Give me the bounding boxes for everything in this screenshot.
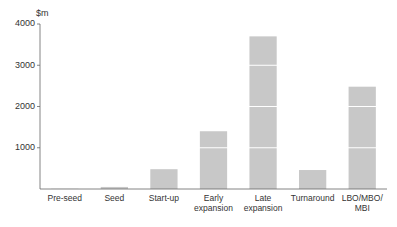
x-tick-label: Lateexpansion xyxy=(244,193,283,213)
x-axis-line xyxy=(40,189,387,190)
bar xyxy=(349,87,376,189)
x-tick-label: LBO/MBO/MBI xyxy=(342,193,384,213)
grid-line xyxy=(40,147,387,148)
bar xyxy=(150,169,177,189)
plot-area xyxy=(40,24,387,189)
chart-container: 1000 2000 3000 4000$m Pre-seed Seed Start-up Ea… xyxy=(0,0,397,227)
x-tick-label: Earlyexpansion xyxy=(194,193,233,213)
x-tick-label: Start-up xyxy=(149,193,180,203)
x-tick-label: Turnaround xyxy=(291,193,335,203)
x-tick-label: Pre-seed xyxy=(48,193,83,203)
y-axis-label: $m xyxy=(36,8,49,18)
y-tick-label: 2000 xyxy=(15,101,35,111)
grid-line xyxy=(40,106,387,107)
bar xyxy=(249,36,276,189)
bar xyxy=(200,131,227,189)
y-tick-label: 3000 xyxy=(15,60,35,70)
y-tick-label: 4000 xyxy=(15,18,35,28)
y-tick xyxy=(37,65,40,66)
y-tick xyxy=(37,106,40,107)
y-tick-label: 1000 xyxy=(15,142,35,152)
y-tick xyxy=(37,147,40,148)
bar xyxy=(299,170,326,189)
x-tick-label: Seed xyxy=(104,193,124,203)
grid-line xyxy=(40,24,387,25)
chart: 1000 2000 3000 4000$m Pre-seed Seed Start-up Ea… xyxy=(0,0,397,227)
grid-line xyxy=(40,65,387,66)
y-tick xyxy=(37,24,40,25)
